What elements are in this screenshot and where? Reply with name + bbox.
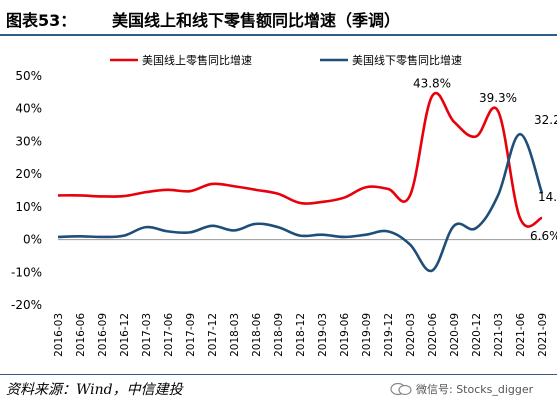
watermark-text: 微信号: Stocks_digger [416,383,534,396]
data-label: 43.8% [413,76,451,90]
figure-label: 图表53： [6,11,77,30]
watermark: 微信号: Stocks_digger [390,381,533,397]
x-tick-label: 2017-09 [185,313,197,357]
x-tick-label: 2019-06 [339,313,351,357]
y-tick-label: 40% [15,102,42,116]
data-label: 32.2% [534,113,557,127]
source-note: 资料来源：Wind，中信建投 [6,382,183,398]
x-tick-label: 2016-03 [53,313,65,357]
x-tick-label: 2016-12 [119,313,131,357]
x-tick-label: 2020-03 [405,313,417,357]
x-tick-label: 2019-09 [361,313,373,357]
data-label: 6.6% [530,229,557,243]
legend-label-online: 美国线上零售同比增速 [142,53,252,67]
x-tick-label: 2018-06 [251,313,263,357]
x-tick-label: 2019-12 [383,313,395,357]
y-tick-label: 10% [15,200,42,214]
x-tick-label: 2016-06 [75,313,87,357]
x-tick-label: 2021-06 [515,313,527,357]
x-tick-label: 2017-06 [163,313,175,357]
footer-divider [0,374,557,375]
x-tick-label: 2018-03 [229,313,241,357]
x-tick-label: 2020-06 [427,313,439,357]
chart-title: 美国线上和线下零售额同比增速（季调） [112,11,401,30]
series-line-offline [57,132,544,273]
line-chart: -20% -10% 0% 10% 20% 30% 40% 50% 2016-03 2016-06 2… [11,53,557,357]
x-tick-label: 2019-03 [317,313,329,357]
y-tick-label: 50% [15,69,42,83]
y-tick-label: -10% [11,265,42,279]
y-tick-label: 20% [15,167,42,181]
title-bar: 图表53： 美国线上和线下零售额同比增速（季调） [0,0,557,36]
x-tick-label: 2021-09 [537,313,549,357]
y-tick-label: 0% [23,233,42,247]
x-tick-label: 2020-12 [471,313,483,357]
x-tick-label: 2016-09 [97,313,109,357]
x-tick-label: 2018-09 [273,313,285,357]
data-label: 39.3% [479,91,517,105]
data-label: 14.2% [538,190,557,204]
wechat-icon [390,382,412,396]
x-tick-label: 2017-12 [207,313,219,357]
x-tick-label: 2017-03 [141,313,153,357]
series-line-online [57,91,543,228]
legend-label-offline: 美国线下零售同比增速 [352,53,462,67]
y-tick-label: 30% [15,134,42,148]
x-tick-label: 2020-09 [449,313,461,357]
y-tick-label: -20% [11,298,42,312]
x-tick-label: 2021-03 [493,313,505,357]
x-tick-label: 2018-12 [295,313,307,357]
